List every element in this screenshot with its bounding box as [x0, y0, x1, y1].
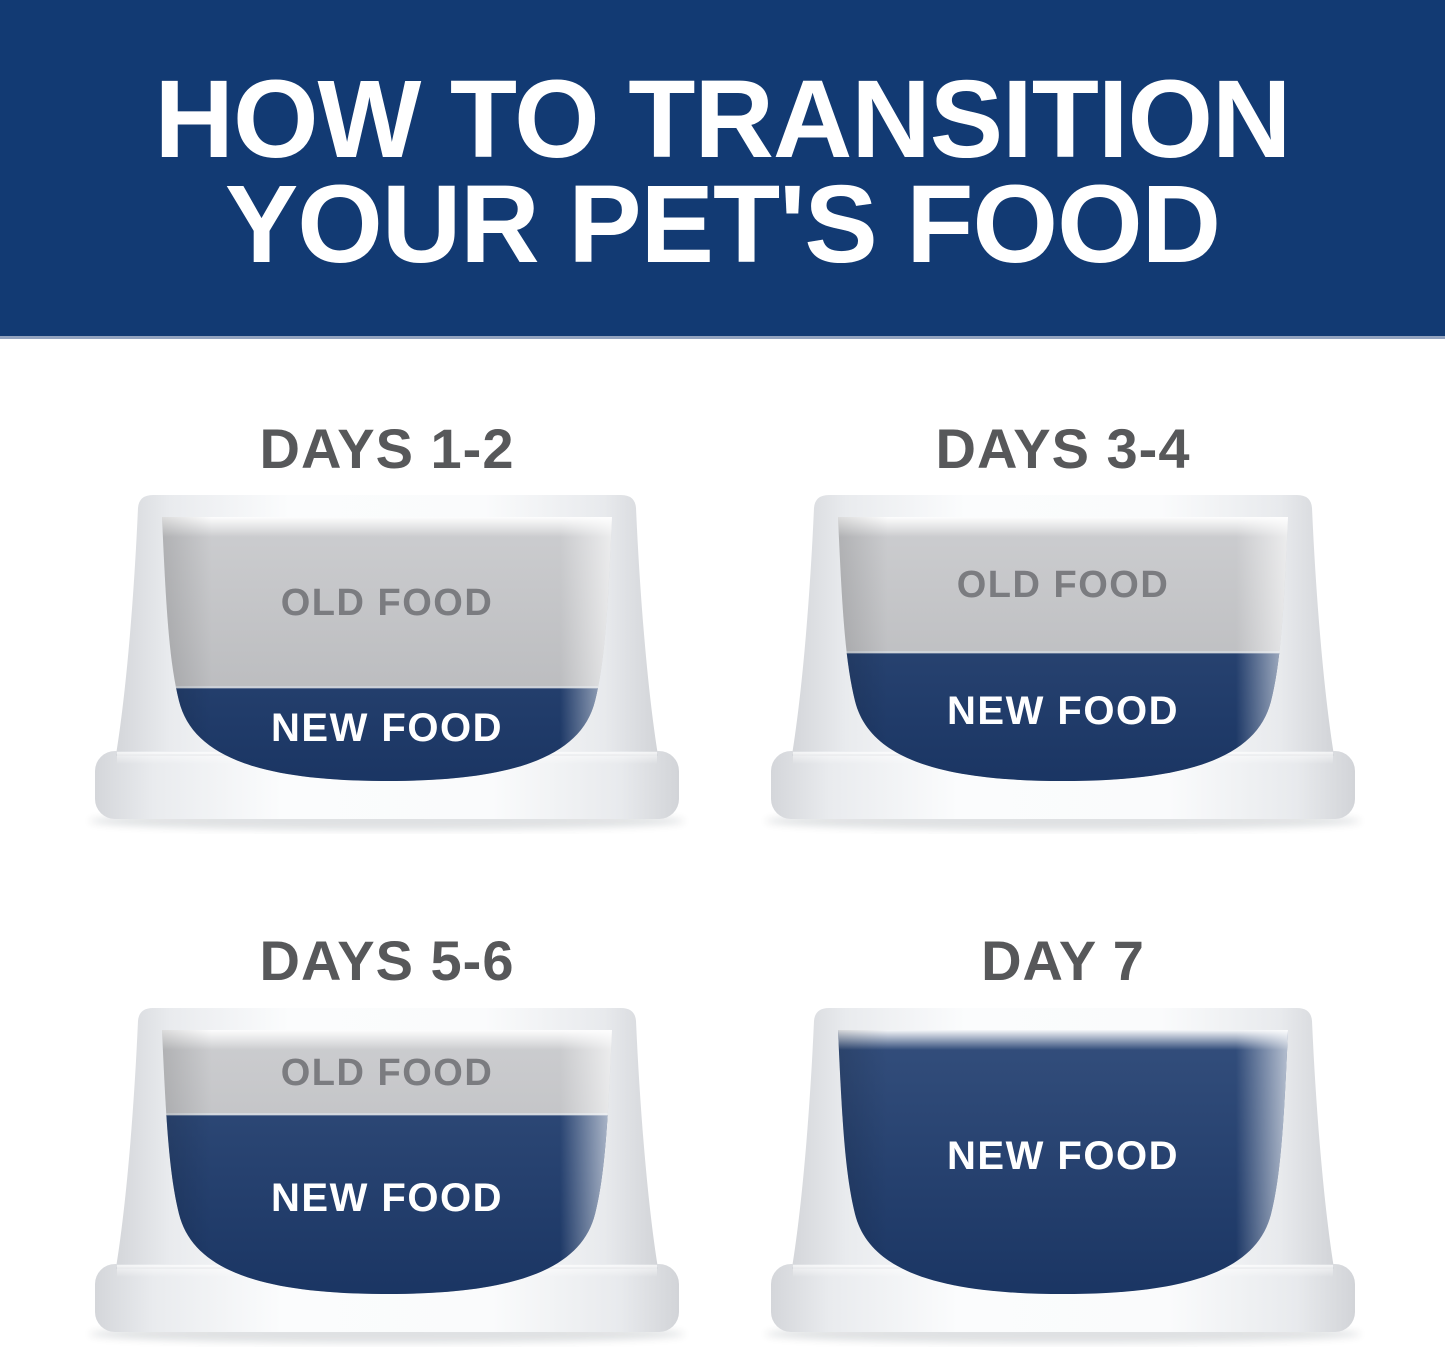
cavity-rim-highlight	[162, 1030, 612, 1050]
food-bowl-svg: OLD FOOD NEW FOOD	[89, 495, 685, 830]
cavity-shading	[162, 517, 612, 781]
header-banner: HOW TO TRANSITION YOUR PET'S FOOD	[0, 0, 1445, 339]
cavity-rim-highlight	[838, 517, 1288, 537]
bowl-base	[771, 1264, 1355, 1332]
old-food-label: OLD FOOD	[957, 564, 1170, 606]
old-food-label: OLD FOOD	[281, 582, 494, 624]
bowl-base	[771, 751, 1355, 819]
cavity-shading	[838, 517, 1288, 781]
cavity-rim-highlight	[838, 1030, 1288, 1050]
page-title-line2: YOUR PET'S FOOD	[224, 163, 1221, 286]
bowl-title-days-5-6: DAYS 5-6	[259, 929, 515, 992]
new-food-label: NEW FOOD	[271, 706, 503, 750]
bowl-base	[95, 751, 679, 819]
bowl-base	[95, 1264, 679, 1332]
new-food-label: NEW FOOD	[271, 1176, 503, 1220]
cavity-shading	[838, 1030, 1288, 1294]
food-bowl-svg: OLD FOOD NEW FOOD	[89, 1008, 685, 1343]
food-bowl-graphic-days-1-2: OLD FOOD NEW FOOD	[77, 489, 697, 834]
food-bowl-graphic-days-5-6: OLD FOOD NEW FOOD	[77, 1002, 697, 1347]
bowl-title-days-3-4: DAYS 3-4	[935, 417, 1191, 480]
food-bowl-svg: NEW FOOD	[765, 1008, 1361, 1343]
bowl-title-days-1-2: DAYS 1-2	[259, 417, 515, 480]
cavity-rim-highlight	[162, 517, 612, 537]
cavity-shading	[162, 1030, 612, 1294]
bowl-cavity	[162, 517, 612, 781]
page-title-line1: HOW TO TRANSITION	[154, 58, 1292, 181]
bowl-cavity	[838, 517, 1288, 781]
new-food-label: NEW FOOD	[947, 1134, 1179, 1178]
food-bowl-graphic-day-7: NEW FOOD	[753, 1002, 1373, 1347]
old-food-label: OLD FOOD	[281, 1052, 494, 1094]
new-food-label: NEW FOOD	[947, 689, 1179, 733]
bowl-title-day-7: DAY 7	[981, 929, 1145, 992]
food-bowl-graphic-days-3-4: OLD FOOD NEW FOOD	[753, 489, 1373, 834]
bowl-cavity	[838, 1030, 1288, 1294]
food-bowl-svg: OLD FOOD NEW FOOD	[765, 495, 1361, 830]
